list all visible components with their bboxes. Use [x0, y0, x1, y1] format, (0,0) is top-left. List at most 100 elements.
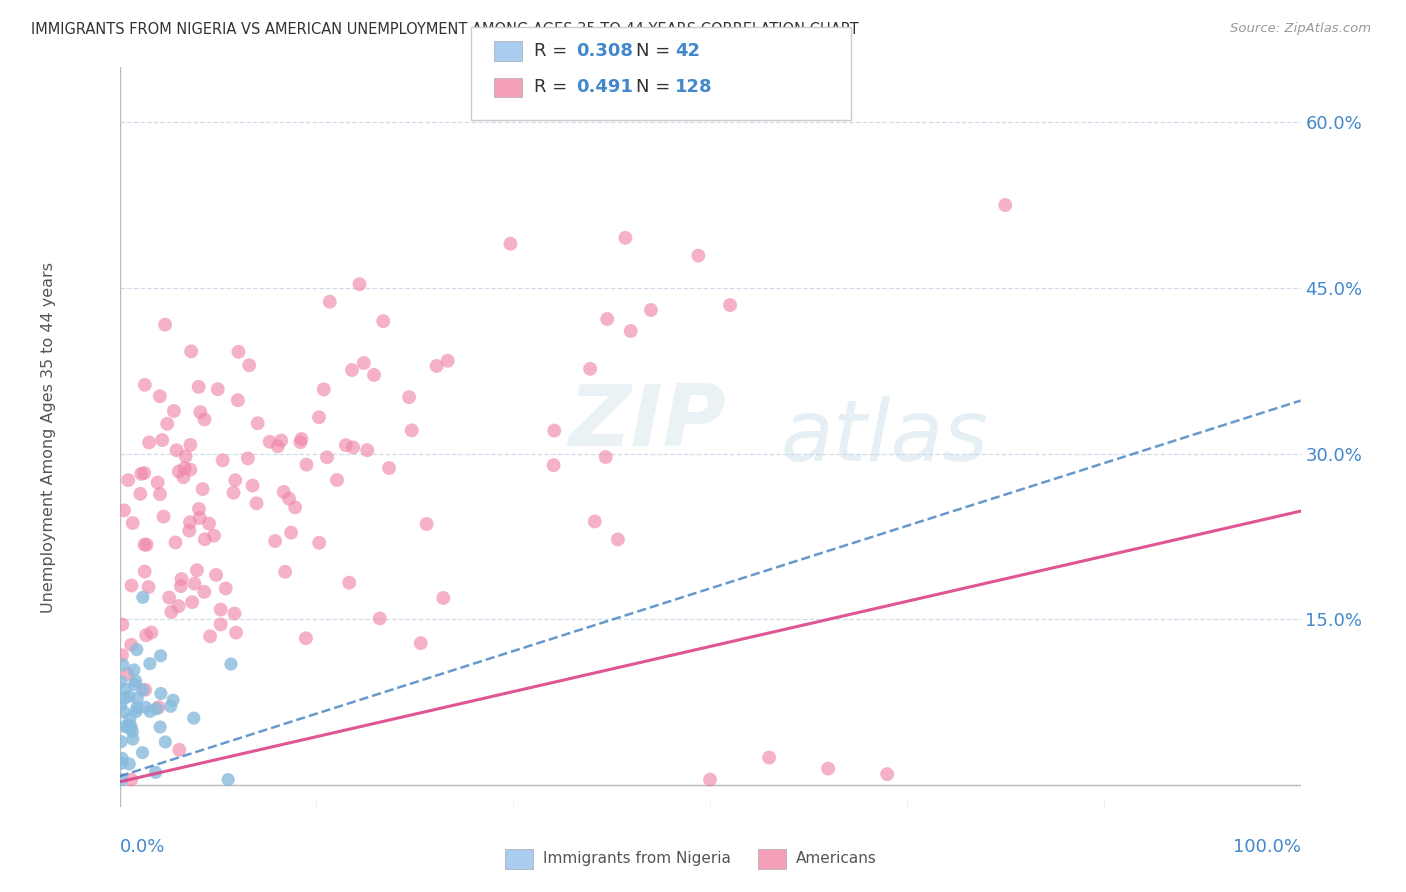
Point	[699, 772, 721, 787]
Point	[173, 461, 195, 475]
Point	[270, 434, 292, 448]
Point	[543, 458, 565, 473]
Point	[180, 344, 202, 359]
Point	[181, 595, 204, 609]
Point	[179, 524, 201, 538]
Point	[245, 496, 267, 510]
Point	[312, 383, 335, 397]
Point	[132, 682, 155, 697]
Point	[170, 572, 193, 586]
Point	[211, 453, 233, 467]
Point	[246, 417, 269, 431]
Point	[308, 410, 330, 425]
Point	[316, 450, 339, 465]
Point	[149, 686, 172, 700]
Point	[148, 700, 170, 714]
Point	[219, 657, 242, 671]
Point	[139, 657, 162, 671]
Point	[222, 485, 245, 500]
Point	[640, 303, 662, 318]
Point	[169, 743, 191, 757]
Point	[290, 435, 312, 450]
Point	[121, 724, 143, 739]
Point	[319, 294, 342, 309]
Point	[356, 443, 378, 458]
Point	[188, 405, 211, 419]
Text: IMMIGRANTS FROM NIGERIA VS AMERICAN UNEMPLOYMENT AMONG AGES 35 TO 44 YEARS CORRE: IMMIGRANTS FROM NIGERIA VS AMERICAN UNEM…	[31, 22, 859, 37]
Point	[111, 648, 134, 663]
Point	[368, 611, 391, 625]
Point	[135, 538, 157, 552]
Point	[267, 439, 290, 453]
Text: ZIP: ZIP	[568, 381, 725, 464]
Point	[145, 765, 167, 780]
Point	[183, 576, 205, 591]
Point	[110, 734, 132, 748]
Point	[156, 417, 179, 431]
Point	[134, 538, 156, 552]
Point	[114, 719, 136, 733]
Point	[112, 691, 135, 706]
Point	[170, 579, 193, 593]
Point	[174, 450, 197, 464]
Point	[876, 767, 898, 781]
Point	[183, 711, 205, 725]
Point	[112, 705, 135, 719]
Point	[225, 625, 247, 640]
Point	[159, 699, 181, 714]
Point	[340, 363, 363, 377]
Point	[110, 772, 132, 787]
Point	[121, 578, 143, 592]
Point	[226, 393, 249, 408]
Point	[179, 462, 201, 476]
Point	[432, 591, 454, 605]
Text: Unemployment Among Ages 35 to 44 years: Unemployment Among Ages 35 to 44 years	[41, 261, 56, 613]
Point	[111, 657, 134, 672]
Point	[134, 466, 156, 480]
Point	[278, 491, 301, 506]
Point	[118, 718, 141, 732]
Point	[620, 324, 643, 338]
Point	[160, 605, 183, 619]
Point	[155, 735, 177, 749]
Point	[150, 433, 173, 447]
Point	[146, 475, 169, 490]
Point	[215, 582, 238, 596]
Point	[202, 529, 225, 543]
Point	[120, 772, 142, 787]
Point	[994, 198, 1017, 212]
Point	[342, 441, 364, 455]
Point	[162, 693, 184, 707]
Text: Source: ZipAtlas.com: Source: ZipAtlas.com	[1230, 22, 1371, 36]
Point	[224, 607, 246, 621]
Point	[157, 591, 180, 605]
Point	[596, 312, 619, 326]
Point	[401, 423, 423, 437]
Point	[138, 435, 160, 450]
Point	[145, 702, 167, 716]
Point	[118, 712, 141, 726]
Point	[186, 563, 208, 577]
Point	[135, 700, 157, 714]
Point	[187, 380, 209, 394]
Point	[125, 705, 148, 719]
Point	[398, 390, 420, 404]
Text: R =: R =	[534, 42, 574, 60]
Point	[614, 231, 637, 245]
Point	[284, 500, 307, 515]
Point	[117, 473, 139, 487]
Point	[110, 756, 132, 771]
Point	[163, 404, 186, 418]
Point	[110, 674, 132, 689]
Text: N =: N =	[636, 78, 675, 96]
Point	[295, 458, 318, 472]
Point	[238, 358, 260, 372]
Point	[290, 432, 312, 446]
Point	[134, 377, 156, 392]
Point	[409, 636, 432, 650]
Point	[595, 450, 617, 464]
Point	[114, 682, 136, 697]
Point	[579, 361, 602, 376]
Point	[353, 356, 375, 370]
Point	[280, 525, 302, 540]
